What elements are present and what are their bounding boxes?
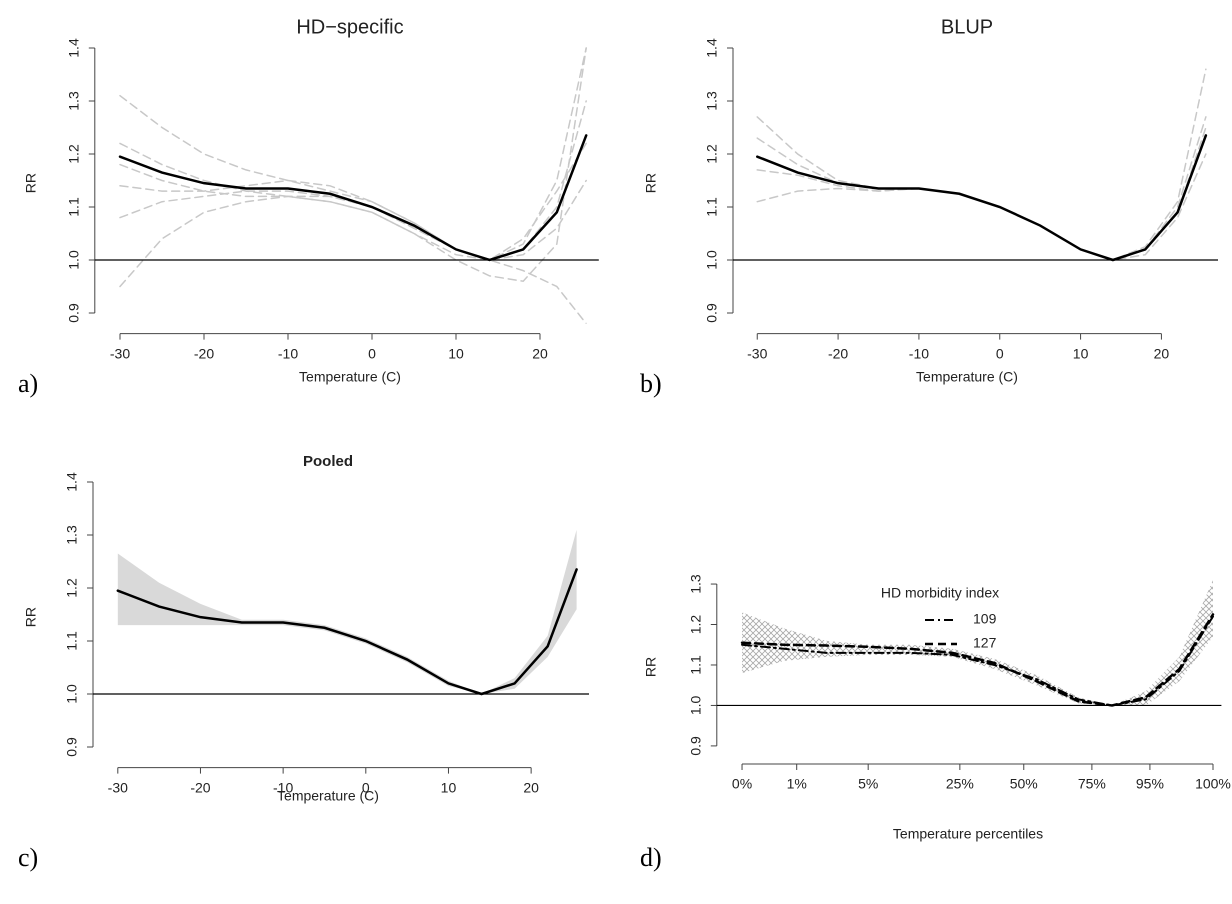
y-tick-label: 1.4 [66,38,82,58]
panel-label: a) [18,369,38,398]
panel: BLUP b) Temperature (C) RR 0.9 1.0 1.1 1.2 1.3 1.… [640,16,1218,398]
x-tick-label: 0% [732,776,752,792]
y-tick-label: 1.4 [704,38,720,58]
x-axis-label: Temperature (C) [916,369,1018,385]
x-tick-label: -10 [273,779,293,795]
panel: HD−specific a) Temperature (C) RR 0.9 1.0 1.1 1… [18,16,599,398]
x-tick-label: 95% [1136,776,1164,792]
series-line [756,116,1207,261]
panel-label: b) [640,369,662,398]
y-tick-label: 1.1 [66,197,82,217]
x-tick-label: 10 [441,779,457,795]
x-tick-label: 100% [1195,776,1231,792]
plot-area [756,68,1208,262]
x-tick-label: -10 [909,345,929,361]
x-tick-label: -20 [194,345,214,361]
chart-title: HD−specific [296,16,403,38]
x-tick-label: 0 [368,345,376,361]
x-tick-label: 75% [1078,776,1106,792]
x-tick-label: 5% [858,776,878,792]
series-line [116,568,578,696]
legend-label: 109 [973,611,997,627]
x-tick-label: 25% [946,776,974,792]
y-tick-label: 1.0 [66,250,82,270]
x-tick-label: 0 [362,779,370,795]
y-tick-label: 1.3 [688,574,704,594]
panel-label: c) [18,843,38,872]
x-tick-label: 10 [1073,345,1089,361]
x-tick-label: 50% [1010,776,1038,792]
y-tick-label: 1.4 [64,472,80,492]
x-tick-label: -20 [828,345,848,361]
series-line [740,613,1215,707]
legend-title: HD morbidity index [881,585,999,601]
x-axis-label: Temperature (C) [299,369,401,385]
x-tick-label: 20 [523,779,539,795]
y-tick-label: 1.2 [704,144,720,164]
series-line [756,126,1207,261]
y-axis-label: RR [643,657,659,677]
series-line [118,134,588,262]
x-tick-label: -20 [190,779,210,795]
confidence-band [742,580,1213,706]
y-tick-label: 0.9 [66,303,82,323]
series-line [119,195,587,324]
confidence-band [117,529,577,694]
x-tick-label: -30 [108,779,128,795]
y-tick-label: 1.0 [704,250,720,270]
x-tick-label: -30 [747,345,767,361]
x-tick-label: 20 [1154,345,1170,361]
y-tick-label: 1.1 [688,655,704,675]
y-tick-label: 1.2 [688,615,704,635]
plot-area [118,47,588,324]
y-tick-label: 1.3 [704,91,720,111]
series-line [119,47,587,283]
y-tick-label: 0.9 [704,303,720,323]
x-tick-label: 1% [787,776,807,792]
y-axis-label: RR [23,173,39,193]
series-line [756,153,1207,261]
y-tick-label: 1.2 [64,578,80,598]
panel-label: d) [640,843,662,872]
plot-area [116,529,578,696]
x-axis-label: Temperature (C) [277,788,379,804]
y-tick-label: 1.1 [64,631,80,651]
series-line [756,68,1207,261]
series-line [119,179,587,261]
panel: d) Temperature percentiles RR 0.9 1.0 1.1 1.2 1… [640,574,1231,872]
y-tick-label: 1.0 [688,696,704,716]
x-tick-label: 10 [448,345,464,361]
legend-label: 127 [973,635,997,651]
chart-title: BLUP [941,16,993,38]
y-tick-label: 1.1 [704,197,720,217]
y-tick-label: 1.2 [66,144,82,164]
plot-area [740,580,1215,707]
y-axis-label: RR [23,607,39,627]
y-tick-label: 1.3 [66,91,82,111]
x-axis-label: Temperature percentiles [893,826,1043,842]
x-tick-label: -10 [278,345,298,361]
x-tick-label: 0 [996,345,1004,361]
y-tick-label: 0.9 [688,736,704,756]
y-axis-label: RR [643,173,659,193]
y-tick-label: 0.9 [64,737,80,757]
x-tick-label: -30 [110,345,130,361]
series-line [741,615,1214,707]
x-tick-label: 20 [532,345,548,361]
chart-title: Pooled [303,453,353,470]
panel: Pooled c) Temperature (C) RR 0.9 1.0 1.1 1.2 1.3… [18,453,589,872]
y-tick-label: 1.0 [64,684,80,704]
y-tick-label: 1.3 [64,525,80,545]
series-line [119,47,587,261]
series-line [756,134,1208,262]
